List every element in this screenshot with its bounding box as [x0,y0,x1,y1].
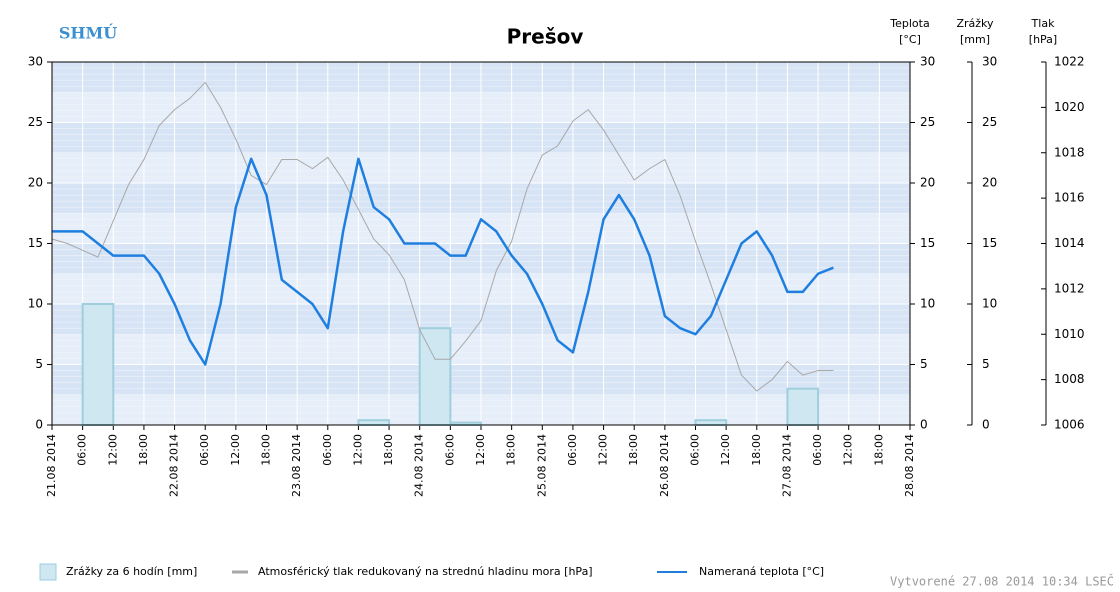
y-tick-label-right: 10 [920,297,935,311]
x-tick-label: 23.08 2014 [290,434,303,497]
x-tick-label: 27.08 2014 [780,434,793,497]
y3-tick-label: 1020 [1054,100,1085,114]
y-tick-label: 0 [35,418,43,432]
y3-tick-label: 1012 [1054,281,1085,295]
series-line [52,157,834,366]
legend-swatch [39,563,57,581]
y-tick-label: 25 [28,115,43,129]
y3-tick-label: 1008 [1054,372,1085,386]
y2-tick-label: 25 [982,115,997,129]
y3-axis-title: Tlak [1031,17,1056,30]
y-tick-label: 10 [28,297,43,311]
x-tick-label: 06:00 [198,434,211,466]
y-tick-label: 15 [28,236,43,250]
x-tick-label: 18:00 [137,434,150,466]
precip-bar [694,419,728,427]
y3-axis-unit: [hPa] [1029,33,1057,46]
x-tick-label: 18:00 [382,434,395,466]
y3-tick-label: 1022 [1054,55,1085,69]
y-tick-label: 30 [28,55,43,69]
x-tick-label: 21.08 2014 [45,434,58,497]
x-tick-label: 12:00 [597,434,610,466]
x-tick-label: 24.08 2014 [413,434,426,497]
y-tick-label-right: 30 [920,55,935,69]
series-line [51,81,834,392]
x-tick-label: 18:00 [627,434,640,466]
x-tick-label: 06:00 [566,434,579,466]
y-tick-label-right: 0 [920,418,928,432]
legend-label: Zrážky za 6 hodín [mm] [66,565,197,578]
y-tick-label: 20 [28,176,43,190]
precip-bar [81,303,115,426]
plot-frame [51,61,911,426]
y2-tick-label: 20 [982,176,997,190]
y2-tick-label: 30 [982,55,997,69]
x-tick-label: 06:00 [321,434,334,466]
y2-tick-label: 10 [982,297,997,311]
x-tick-label: 26.08 2014 [658,434,671,497]
y3-tick-label: 1006 [1054,418,1085,432]
y3-tick-label: 1018 [1054,145,1085,159]
x-tick-label: 06:00 [76,434,89,466]
y3-tick-label: 1016 [1054,191,1085,205]
y-tick-label-right: 5 [920,357,928,371]
x-tick-label: 22.08 2014 [168,434,181,497]
y-axis-title: Teplota [889,17,929,30]
y-tick-label-right: 20 [920,176,935,190]
x-tick-label: 12:00 [842,434,855,466]
y2-axis-unit: [mm] [960,33,990,46]
y-tick-label-right: 25 [920,115,935,129]
y-axis-unit: [°C] [899,33,921,46]
chart-title: Prešov [507,25,584,49]
logo: SHMÚ [59,23,117,43]
x-tick-label: 28.08 2014 [903,434,916,497]
y-tick-label-right: 15 [920,236,935,250]
y3-tick-label: 1010 [1054,327,1085,341]
x-tick-label: 12:00 [351,434,364,466]
legend-label: Nameraná teplota [°C] [699,565,824,578]
created-note: Vytvorené 27.08 2014 10:34 LSEČ [890,574,1114,589]
x-tick-label: 18:00 [872,434,885,466]
x-tick-label: 18:00 [750,434,763,466]
x-tick-label: 12:00 [106,434,119,466]
x-tick-label: 06:00 [689,434,702,466]
x-tick-label: 12:00 [229,434,242,466]
x-tick-label: 06:00 [443,434,456,466]
x-tick-label: 18:00 [260,434,273,466]
precip-bar [786,387,820,427]
x-tick-label: 18:00 [505,434,518,466]
x-tick-label: 12:00 [474,434,487,466]
precip-bar [418,327,452,427]
precip-bar [357,419,391,427]
legend-label: Atmosférický tlak redukovaný na strednú … [258,565,593,578]
y3-tick-label: 1014 [1054,236,1085,250]
y-tick-label: 5 [35,357,43,371]
y2-tick-label: 15 [982,236,997,250]
x-tick-label: 06:00 [811,434,824,466]
y2-tick-label: 0 [982,418,990,432]
x-tick-label: 12:00 [719,434,732,466]
x-tick-label: 25.08 2014 [535,434,548,497]
y2-axis-title: Zrážky [956,17,994,30]
y2-tick-label: 5 [982,357,990,371]
